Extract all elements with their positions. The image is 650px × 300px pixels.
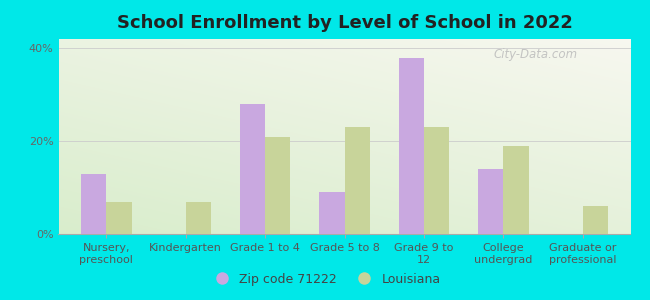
Bar bbox=[265, 136, 291, 234]
Bar bbox=[240, 104, 265, 234]
Bar bbox=[186, 202, 211, 234]
Legend: Zip code 71222, Louisiana: Zip code 71222, Louisiana bbox=[204, 268, 446, 291]
Bar bbox=[319, 192, 344, 234]
Bar bbox=[478, 169, 503, 234]
Bar bbox=[106, 202, 131, 234]
Bar bbox=[503, 146, 529, 234]
Text: City-Data.com: City-Data.com bbox=[493, 48, 577, 61]
Bar bbox=[583, 206, 608, 234]
Bar bbox=[424, 127, 449, 234]
Title: School Enrollment by Level of School in 2022: School Enrollment by Level of School in … bbox=[116, 14, 573, 32]
Bar bbox=[81, 174, 106, 234]
Bar bbox=[344, 127, 370, 234]
Bar bbox=[398, 58, 424, 234]
